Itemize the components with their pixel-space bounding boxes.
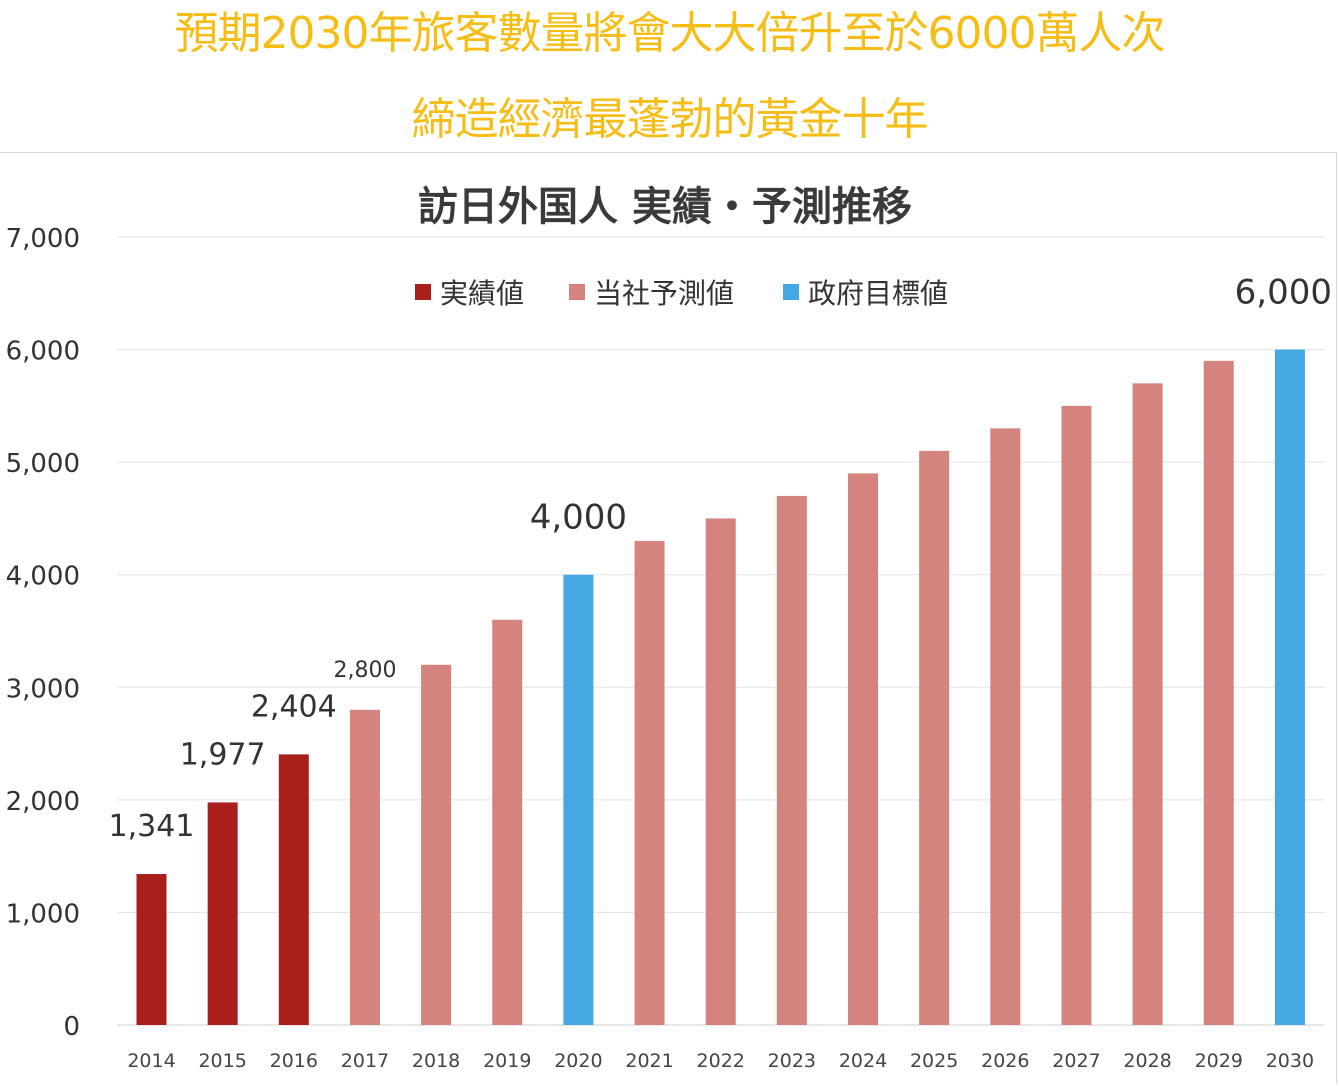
- legend-label: 実績値: [440, 277, 524, 310]
- bar-2018: [421, 664, 452, 1025]
- legend-label: 政府目標値: [808, 277, 948, 310]
- x-tick-label: 2019: [483, 1050, 531, 1072]
- x-tick-label: 2016: [270, 1050, 318, 1072]
- chart-frame: [0, 152, 1337, 1084]
- y-tick-label: 4,000: [6, 562, 80, 592]
- bars: [136, 349, 1305, 1026]
- x-tick-label: 2018: [412, 1050, 460, 1072]
- bar-2026: [990, 428, 1021, 1025]
- bar-2015: [207, 802, 238, 1025]
- x-tick-label: 2014: [127, 1050, 175, 1072]
- y-axis-tick-labels: 0 1,000 2,000 3,000 4,000 5,000 6,000 7,000: [6, 224, 80, 1042]
- legend-swatch: [415, 284, 431, 300]
- bar-2016: [278, 754, 309, 1025]
- data-label: 1,977: [180, 737, 266, 772]
- headline-line-2: 締造經濟最蓬勃的黃金十年: [411, 94, 929, 145]
- bar-2021: [634, 540, 665, 1025]
- y-tick-label: 6,000: [6, 337, 80, 367]
- bar-2029: [1203, 360, 1234, 1025]
- data-label: 2,800: [333, 658, 396, 683]
- data-label: 4,000: [530, 498, 627, 538]
- bar-2023: [776, 495, 807, 1025]
- y-tick-label: 3,000: [6, 674, 80, 704]
- y-tick-label: 2,000: [6, 787, 80, 817]
- x-tick-label: 2025: [910, 1050, 958, 1072]
- bar-2024: [848, 473, 878, 1025]
- x-tick-label: 2030: [1266, 1050, 1314, 1072]
- x-tick-label: 2021: [625, 1050, 673, 1072]
- bar-2025: [919, 450, 950, 1025]
- chart-title: 訪日外国人 実績・予測推移: [418, 184, 912, 230]
- bar-2022: [705, 518, 736, 1025]
- legend-swatch: [783, 284, 799, 300]
- legend: 実績値 当社予測値 政府目標値: [415, 277, 948, 310]
- x-tick-label: 2017: [341, 1050, 389, 1072]
- x-tick-label: 2027: [1052, 1050, 1100, 1072]
- y-tick-label: 0: [63, 1012, 80, 1042]
- headline-line-1: 預期2030年旅客數量將會大大倍升至於6000萬人次: [174, 8, 1166, 59]
- x-tick-label: 2020: [554, 1050, 602, 1072]
- bar-2017: [349, 709, 380, 1025]
- legend-item-forecast: 当社予測値: [569, 277, 734, 310]
- x-tick-label: 2024: [839, 1050, 887, 1072]
- x-tick-label: 2015: [198, 1050, 246, 1072]
- y-tick-label: 5,000: [6, 449, 80, 479]
- data-labels: 1,341 1,977 2,404 2,800 4,000 6,000: [109, 273, 1332, 844]
- x-tick-label: 2029: [1195, 1050, 1243, 1072]
- bar-2028: [1132, 383, 1163, 1025]
- y-tick-label: 1,000: [6, 899, 80, 929]
- data-label: 6,000: [1235, 273, 1332, 313]
- legend-label: 当社予測値: [594, 277, 734, 310]
- x-tick-label: 2028: [1123, 1050, 1171, 1072]
- x-tick-label: 2022: [697, 1050, 745, 1072]
- x-tick-label: 2026: [981, 1050, 1029, 1072]
- y-tick-label: 7,000: [6, 224, 80, 254]
- bar-2020: [563, 574, 594, 1025]
- legend-item-target: 政府目標値: [783, 277, 948, 310]
- bar-2014: [136, 874, 167, 1025]
- x-tick-label: 2023: [768, 1050, 816, 1072]
- legend-item-actual: 実績値: [415, 277, 524, 310]
- legend-swatch: [569, 284, 585, 300]
- bar-2027: [1061, 405, 1092, 1025]
- data-label: 1,341: [109, 809, 195, 844]
- data-label: 2,404: [251, 689, 337, 724]
- x-axis-tick-labels: 2014 2015 2016 2017 2018 2019 2020 2021 2022 2023…: [127, 1050, 1314, 1072]
- bar-2030: [1274, 349, 1305, 1026]
- bar-2019: [492, 619, 523, 1025]
